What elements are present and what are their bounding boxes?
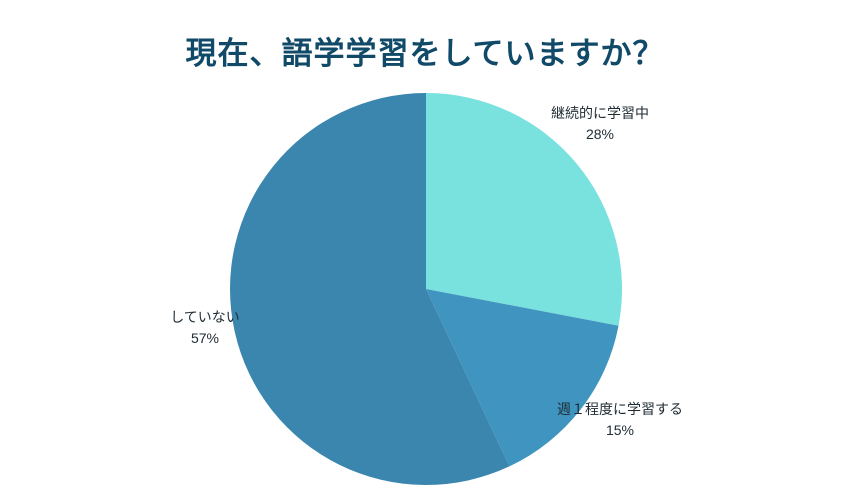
pie-slice-2	[230, 93, 510, 485]
pie-slice-1	[426, 289, 619, 467]
pie-chart-svg	[230, 93, 622, 485]
slice-label-none-text: していない	[170, 309, 240, 325]
pie-chart	[230, 93, 622, 485]
slice-label-none: していない 57%	[140, 307, 270, 349]
slice-label-continuing-text: 継続的に学習中	[551, 105, 649, 121]
slice-label-weekly-text: 週１程度に学習する	[557, 401, 683, 417]
slice-label-continuing-percent: 28%	[585, 126, 615, 142]
slice-label-continuing: 継続的に学習中 28%	[535, 103, 665, 145]
chart-title: 現在、語学学習をしていますか？	[185, 36, 665, 71]
slice-label-weekly-percent: 15%	[605, 422, 635, 438]
pie-slice-0	[426, 93, 622, 326]
slice-label-none-percent: 57%	[190, 330, 220, 346]
slice-label-weekly: 週１程度に学習する 15%	[545, 399, 695, 441]
